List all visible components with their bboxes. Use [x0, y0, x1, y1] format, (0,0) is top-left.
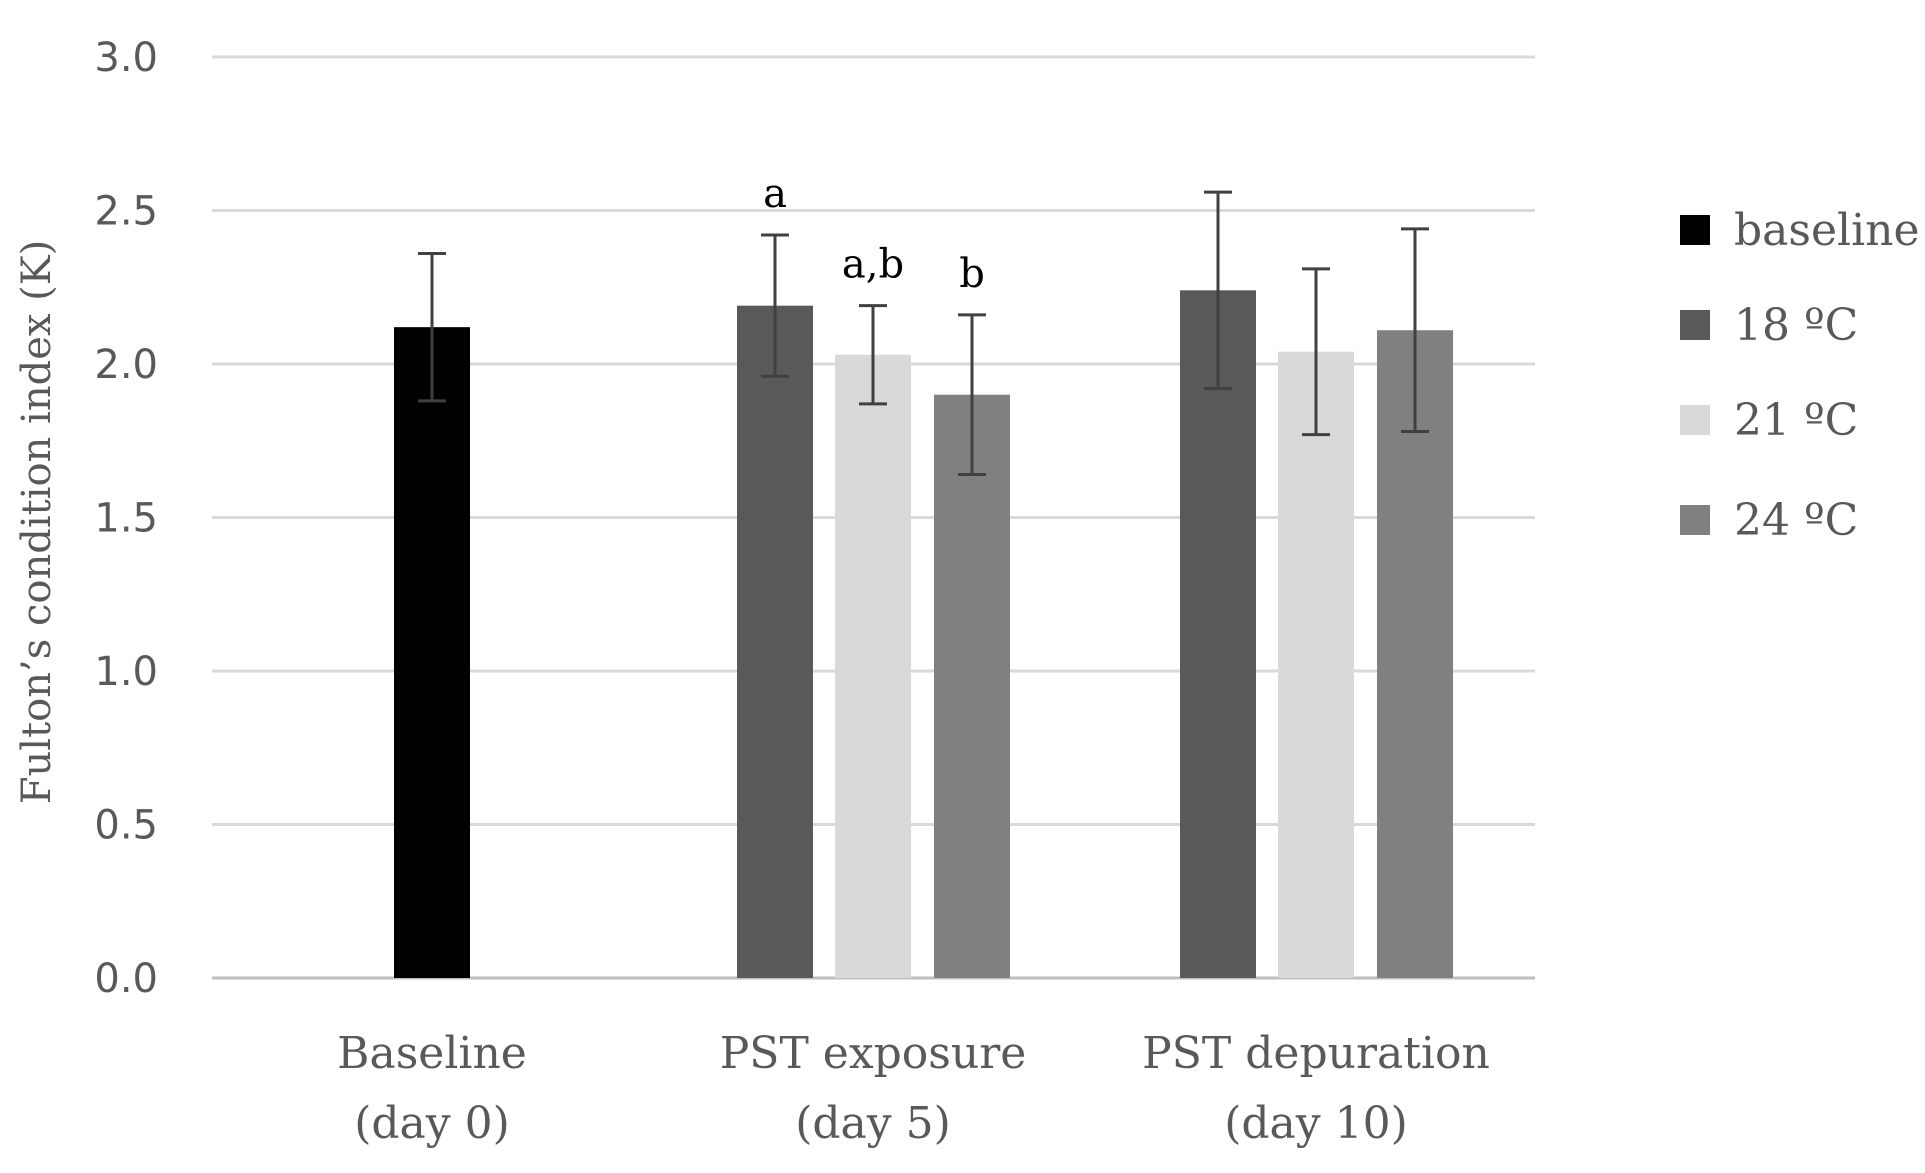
legend-swatch: [1680, 215, 1710, 245]
significance-label: b: [959, 251, 985, 297]
bars: [394, 290, 1453, 979]
category-label-line2: (day 5): [795, 1098, 951, 1149]
legend-swatch: [1680, 505, 1710, 535]
x-axis-categories: Baseline (day 0) PST exposure (day 5) PST de…: [337, 1028, 1490, 1149]
category-label-line1: PST exposure: [720, 1028, 1027, 1079]
legend-item: 24 ºC: [1680, 495, 1858, 546]
significance-label: a: [763, 171, 787, 217]
legend-label: 24 ºC: [1734, 495, 1858, 546]
bar-24-c-1: [934, 394, 1010, 978]
y-tick-label: 1.0: [94, 649, 158, 695]
bar-21-c-2: [1278, 351, 1354, 979]
bar-21-c-1: [835, 354, 911, 978]
significance-label: a,b: [842, 242, 904, 288]
bar-24-c-2: [1377, 330, 1453, 979]
error-bar: [958, 313, 986, 477]
legend-swatch: [1680, 405, 1710, 435]
legend-label: 21 ºC: [1734, 395, 1858, 446]
legend-item: baseline: [1680, 205, 1920, 256]
y-tick-label: 2.0: [94, 342, 158, 388]
y-tick-label: 0.5: [94, 803, 158, 849]
y-tick-label: 2.5: [94, 189, 158, 235]
legend-label: baseline: [1734, 205, 1920, 256]
significance-annotations: a a,b b: [763, 171, 985, 297]
category-label-line2: (day 10): [1224, 1098, 1408, 1149]
error-bars: [418, 190, 1429, 477]
y-tick-label: 0.0: [94, 956, 158, 1002]
y-axis-title: Fulton’s condition index (K): [14, 240, 60, 804]
error-bar: [418, 251, 446, 403]
error-bar: [859, 304, 887, 406]
legend-label: 18 ºC: [1734, 300, 1858, 351]
error-bar: [761, 233, 789, 378]
bar-baseline-0: [394, 327, 470, 978]
legend-item: 18 ºC: [1680, 300, 1858, 351]
legend-item: 21 ºC: [1680, 395, 1858, 446]
legend-swatch: [1680, 310, 1710, 340]
category-label-line1: PST depuration: [1142, 1028, 1490, 1079]
bar-18-c-1: [737, 305, 813, 978]
bar-18-c-2: [1180, 290, 1256, 978]
error-bar: [1204, 190, 1232, 391]
y-tick-label: 1.5: [94, 496, 158, 542]
category-label-line1: Baseline: [337, 1028, 527, 1079]
y-tick-label: 3.0: [94, 35, 158, 81]
error-bar: [1302, 267, 1330, 437]
y-axis-ticks: 0.0 0.5 1.0 1.5 2.0 2.5 3.0: [94, 35, 158, 1002]
category-label-line2: (day 0): [354, 1098, 510, 1149]
legend: baseline 18 ºC 21 ºC 24 ºC: [1680, 205, 1920, 546]
error-bar: [1401, 227, 1429, 434]
